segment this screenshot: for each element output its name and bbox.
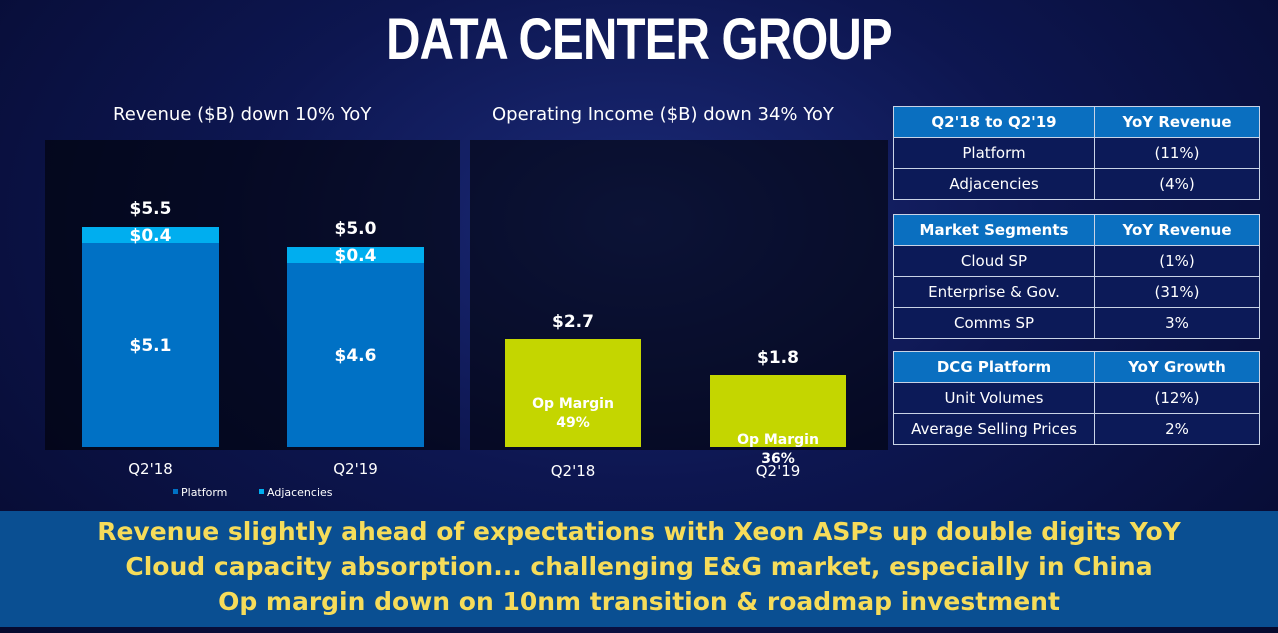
- data-label: $0.4: [335, 246, 377, 266]
- market-segments-table: Market Segments YoY Revenue Cloud SP (1%…: [893, 214, 1260, 339]
- table-header-cell: DCG Platform: [893, 351, 1095, 383]
- table-row: Comms SP 3%: [893, 307, 1260, 339]
- table-cell: 2%: [1094, 413, 1260, 445]
- x-tick-label: Q2'19: [756, 462, 801, 480]
- table-cell: Average Selling Prices: [893, 413, 1095, 445]
- table-header-cell: Q2'18 to Q2'19: [893, 106, 1095, 138]
- table-row: Enterprise & Gov. (31%): [893, 276, 1260, 308]
- bar-adjacencies: [287, 247, 424, 263]
- table-row: Average Selling Prices 2%: [893, 413, 1260, 445]
- summary-banner: Revenue slightly ahead of expectations w…: [0, 511, 1278, 627]
- bar: [710, 375, 846, 447]
- table-cell: (4%): [1094, 168, 1260, 200]
- legend-swatch: [173, 489, 178, 494]
- table-header-cell: YoY Revenue: [1094, 106, 1260, 138]
- total-label: $5.5: [130, 199, 172, 219]
- table-header-row: Market Segments YoY Revenue: [893, 214, 1260, 246]
- table-cell: (11%): [1094, 137, 1260, 169]
- bar-annotation: Op Margin: [532, 396, 614, 412]
- table-cell: Cloud SP: [893, 245, 1095, 277]
- table-header-cell: YoY Revenue: [1094, 214, 1260, 246]
- op-income-chart-title: Operating Income ($B) down 34% YoY: [492, 104, 834, 125]
- table-row: Adjacencies (4%): [893, 168, 1260, 200]
- x-tick-label: Q2'19: [333, 460, 378, 478]
- data-label: $2.7: [552, 312, 594, 332]
- table-row: Cloud SP (1%): [893, 245, 1260, 277]
- table-header-cell: Market Segments: [893, 214, 1095, 246]
- bar-annotation: Op Margin: [737, 432, 819, 448]
- bar-platform: [287, 263, 424, 447]
- table-cell: (31%): [1094, 276, 1260, 308]
- bar: [505, 339, 641, 447]
- table-cell: Comms SP: [893, 307, 1095, 339]
- data-label: $0.4: [130, 226, 172, 246]
- table-header-cell: YoY Growth: [1094, 351, 1260, 383]
- dcg-platform-table: DCG Platform YoY Growth Unit Volumes (12…: [893, 351, 1260, 445]
- banner-line: Op margin down on 10nm transition & road…: [218, 587, 1060, 616]
- bar-platform: [82, 243, 219, 447]
- table-cell: Adjacencies: [893, 168, 1095, 200]
- table-cell: Unit Volumes: [893, 382, 1095, 414]
- table-header-row: Q2'18 to Q2'19 YoY Revenue: [893, 106, 1260, 138]
- legend-swatch: [259, 489, 264, 494]
- total-label: $5.0: [335, 219, 377, 239]
- legend-label: Platform: [181, 486, 227, 499]
- data-label: $1.8: [757, 348, 799, 368]
- x-tick-label: Q2'18: [551, 462, 596, 480]
- table-cell: Platform: [893, 137, 1095, 169]
- table-row: Unit Volumes (12%): [893, 382, 1260, 414]
- revenue-chart-title: Revenue ($B) down 10% YoY: [113, 104, 372, 125]
- revenue-breakdown-table: Q2'18 to Q2'19 YoY Revenue Platform (11%…: [893, 106, 1260, 200]
- op-income-chart: $2.7 Op Margin 49% Q2'18 $1.8 Op Margin 36%Q2'…: [470, 140, 888, 480]
- bar-annotation: 36%: [761, 451, 795, 467]
- bar-adjacencies: [82, 227, 219, 243]
- table-cell: (1%): [1094, 245, 1260, 277]
- x-tick-label: Q2'18: [128, 460, 173, 478]
- banner-line: Cloud capacity absorption... challenging…: [125, 552, 1153, 581]
- table-cell: 3%: [1094, 307, 1260, 339]
- table-row: Platform (11%): [893, 137, 1260, 169]
- bar-annotation: 49%: [556, 415, 590, 431]
- revenue-chart: $5.1 $0.4 $5.5 Q2'18 $4.6 $0.4 $5.0 Q2'19 Platfo…: [45, 140, 460, 499]
- table-cell: (12%): [1094, 382, 1260, 414]
- banner-line: Revenue slightly ahead of expectations w…: [97, 517, 1181, 546]
- data-label: $5.1: [130, 336, 172, 356]
- legend-label: Adjacencies: [267, 486, 333, 499]
- table-header-row: DCG Platform YoY Growth: [893, 351, 1260, 383]
- page-title: DATA CENTER GROUP: [386, 7, 893, 72]
- data-label: $4.6: [335, 346, 377, 366]
- table-cell: Enterprise & Gov.: [893, 276, 1095, 308]
